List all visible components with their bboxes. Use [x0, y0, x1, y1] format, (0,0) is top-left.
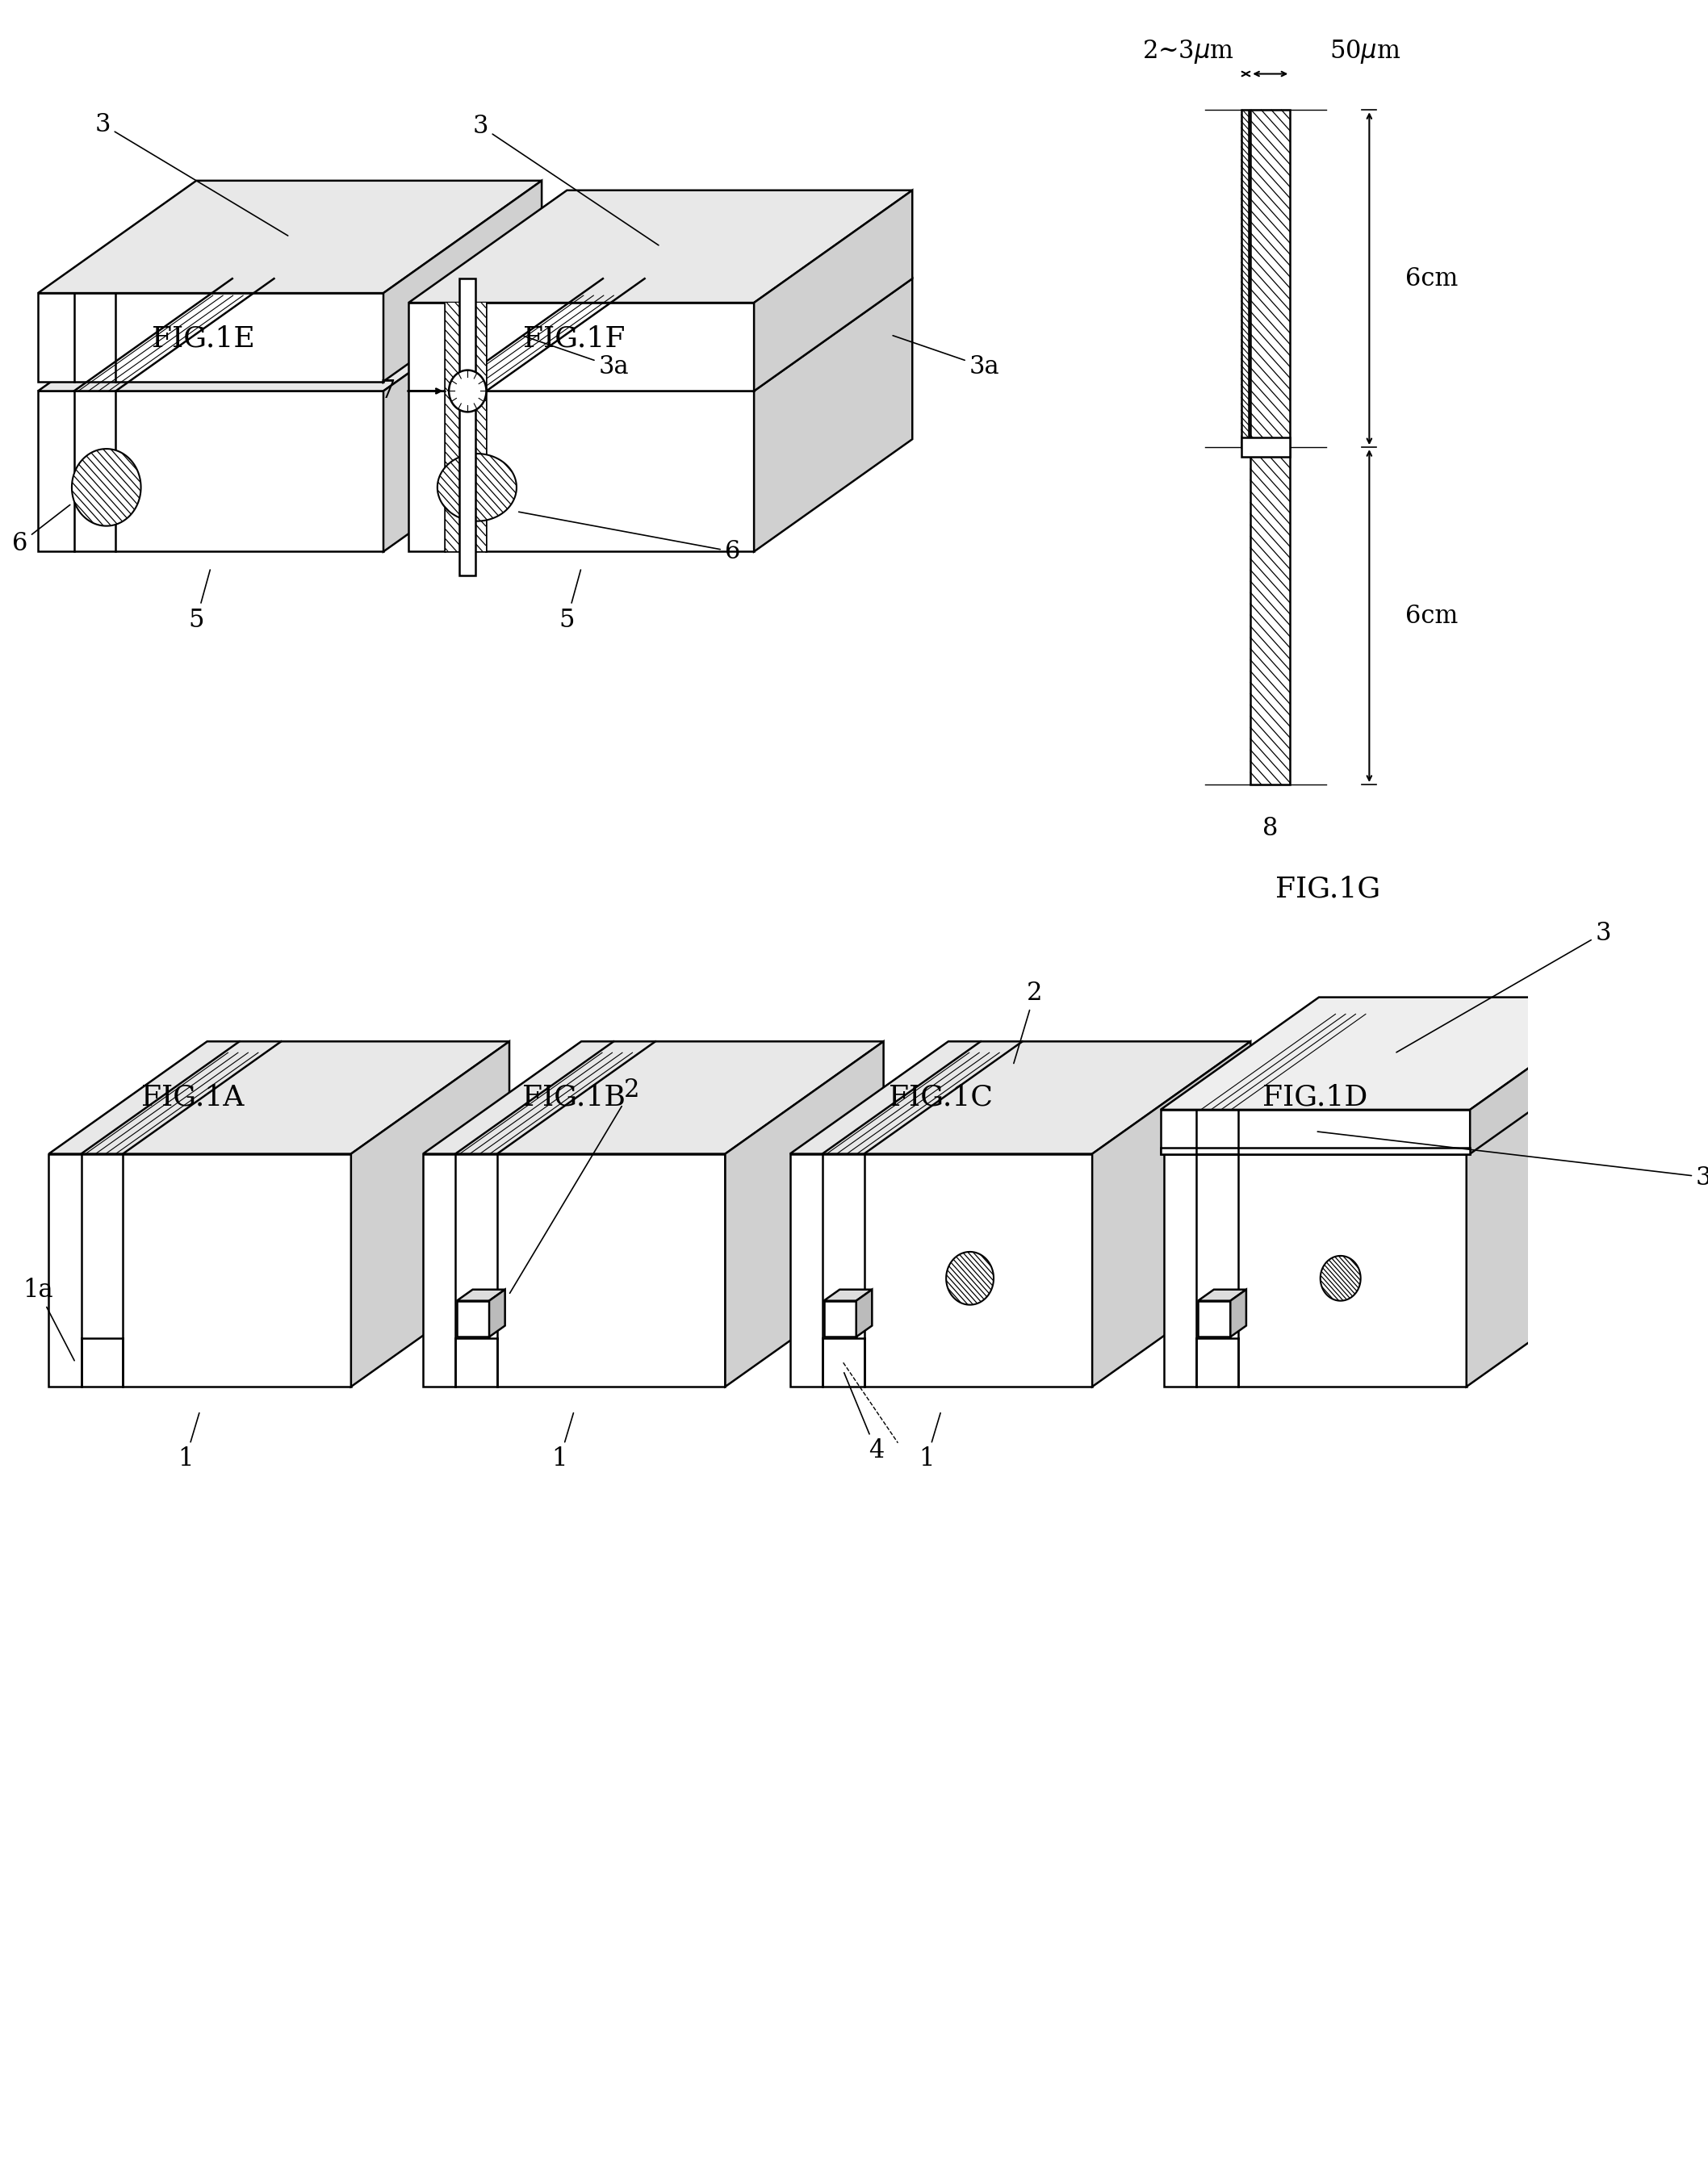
Polygon shape [1165, 1042, 1624, 1153]
Text: FIG.1A: FIG.1A [142, 1083, 244, 1112]
Polygon shape [1230, 1291, 1247, 1336]
Polygon shape [50, 1153, 352, 1386]
Polygon shape [408, 303, 753, 390]
Polygon shape [1165, 1153, 1467, 1386]
Text: 6cm: 6cm [1406, 604, 1459, 628]
Polygon shape [446, 390, 485, 552]
Polygon shape [946, 1251, 994, 1306]
Polygon shape [424, 1153, 726, 1386]
Polygon shape [38, 292, 383, 381]
Polygon shape [352, 1042, 509, 1386]
Polygon shape [408, 190, 912, 303]
Polygon shape [1161, 1110, 1471, 1153]
Polygon shape [383, 181, 541, 381]
Text: 50$\mu$m: 50$\mu$m [1331, 37, 1401, 65]
Polygon shape [753, 279, 912, 552]
Polygon shape [1161, 1147, 1471, 1153]
Text: 8: 8 [1262, 815, 1278, 841]
Polygon shape [459, 279, 475, 576]
Text: 6cm: 6cm [1406, 266, 1459, 292]
Polygon shape [1242, 438, 1290, 458]
Polygon shape [753, 190, 912, 390]
Polygon shape [38, 390, 383, 552]
Text: 3: 3 [473, 113, 659, 244]
Polygon shape [449, 371, 487, 412]
Polygon shape [1091, 1042, 1250, 1386]
Text: 2: 2 [1015, 981, 1042, 1064]
Polygon shape [437, 453, 516, 521]
Polygon shape [823, 1301, 856, 1336]
Polygon shape [383, 279, 541, 552]
Text: 3a: 3a [1317, 1131, 1708, 1190]
Text: 3a: 3a [893, 336, 999, 379]
Text: 3: 3 [96, 111, 289, 235]
Polygon shape [456, 1291, 506, 1301]
Polygon shape [424, 1042, 883, 1153]
Polygon shape [38, 181, 541, 292]
Polygon shape [791, 1042, 1250, 1153]
Text: 5: 5 [559, 569, 581, 632]
Polygon shape [1320, 1256, 1361, 1301]
Polygon shape [726, 1042, 883, 1386]
Polygon shape [50, 1042, 509, 1153]
Polygon shape [1242, 109, 1249, 447]
Polygon shape [1161, 996, 1628, 1110]
Polygon shape [1197, 1291, 1247, 1301]
Text: 1: 1 [178, 1413, 200, 1472]
Text: FIG.1B: FIG.1B [523, 1083, 625, 1112]
Text: 3a: 3a [523, 336, 629, 379]
Text: 5: 5 [188, 569, 210, 632]
Polygon shape [408, 279, 912, 390]
Polygon shape [1471, 996, 1628, 1153]
Polygon shape [1467, 1042, 1624, 1386]
Text: 1a: 1a [22, 1277, 75, 1360]
Text: FIG.1F: FIG.1F [523, 325, 625, 353]
Polygon shape [446, 303, 485, 390]
Polygon shape [456, 1301, 488, 1336]
Text: 1: 1 [919, 1413, 941, 1472]
Text: FIG.1E: FIG.1E [152, 325, 254, 353]
Polygon shape [408, 390, 753, 552]
Text: 6: 6 [12, 506, 70, 556]
Polygon shape [38, 279, 541, 390]
Text: 2~3$\mu$m: 2~3$\mu$m [1143, 37, 1233, 65]
Text: 3: 3 [1397, 920, 1611, 1053]
Text: 2: 2 [509, 1077, 639, 1293]
Polygon shape [1197, 1301, 1230, 1336]
Text: FIG.1G: FIG.1G [1274, 874, 1380, 903]
Polygon shape [1250, 109, 1290, 785]
Polygon shape [791, 1153, 1091, 1386]
Text: 6: 6 [519, 512, 740, 565]
Polygon shape [488, 1291, 506, 1336]
Polygon shape [823, 1291, 873, 1301]
Text: FIG.1C: FIG.1C [890, 1083, 992, 1112]
Polygon shape [856, 1291, 873, 1336]
Text: 1: 1 [552, 1413, 574, 1472]
Text: 4: 4 [844, 1373, 885, 1463]
Text: 7: 7 [379, 379, 396, 403]
Polygon shape [72, 449, 140, 525]
Text: FIG.1D: FIG.1D [1262, 1083, 1368, 1112]
